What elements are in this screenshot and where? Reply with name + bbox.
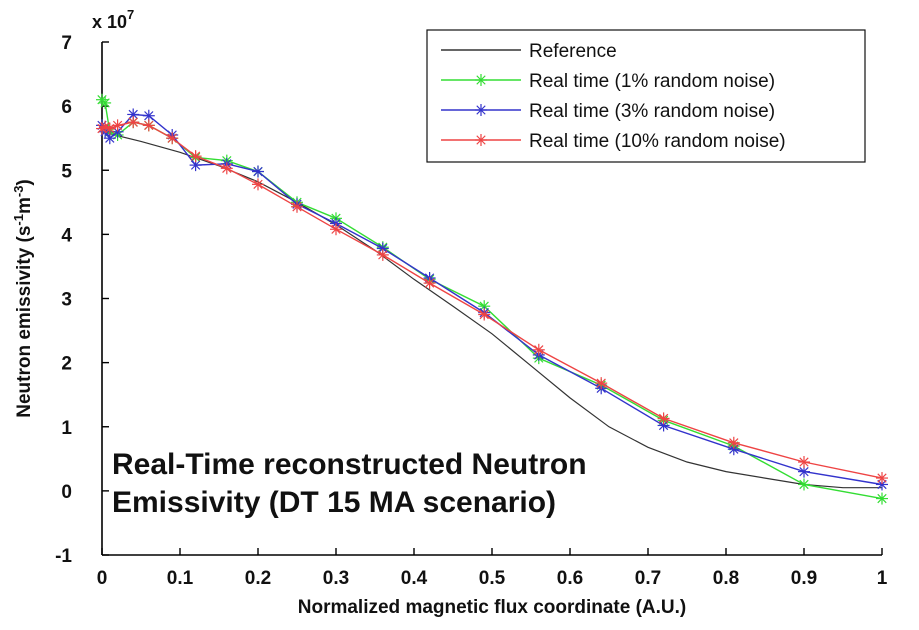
chart-annotation: Real-Time reconstructed Neutron <box>112 448 587 481</box>
legend: Reference Real time (1% random noise) Real… <box>426 29 866 163</box>
x-tick-label: 0.2 <box>245 568 271 589</box>
series-marker <box>166 132 179 145</box>
y-tick-label: -1 <box>55 546 72 567</box>
series-marker <box>798 465 810 478</box>
x-tick-label: 0.3 <box>323 568 349 589</box>
series-marker <box>798 478 810 491</box>
y-tick-label: 4 <box>61 225 72 246</box>
x-tick-label: 0.9 <box>791 568 817 589</box>
x-tick-label: 0 <box>97 568 108 589</box>
x-tick-label: 0.8 <box>713 568 739 589</box>
series-marker <box>330 223 342 236</box>
series-marker <box>252 165 264 178</box>
y-tick-label: 6 <box>61 97 72 118</box>
series-marker <box>475 134 487 146</box>
series-line <box>101 131 882 489</box>
legend-label: Reference <box>529 41 617 62</box>
y-tick-label: 3 <box>61 290 72 311</box>
series-marker <box>876 472 888 485</box>
series-marker <box>99 120 112 133</box>
x-tick-label: 0.5 <box>479 568 506 589</box>
series-marker <box>111 119 124 132</box>
series-marker <box>727 436 740 449</box>
x-tick-label: 0.7 <box>635 568 661 589</box>
series-marker <box>876 492 888 505</box>
series-marker <box>478 308 491 321</box>
series-marker <box>252 178 264 191</box>
chart-annotation: Emissivity (DT 15 MA scenario) <box>112 486 556 519</box>
y-multiplier-label: x 107 <box>92 7 134 32</box>
series-marker <box>798 456 810 469</box>
x-tick-label: 0.4 <box>401 568 428 589</box>
series-marker <box>532 343 545 356</box>
series-marker <box>423 277 436 290</box>
series-marker <box>376 248 389 261</box>
series-marker <box>220 162 233 175</box>
series-2 <box>96 108 888 491</box>
series-marker <box>475 104 487 116</box>
x-axis-title: Normalized magnetic flux coordinate (A.U… <box>298 597 687 618</box>
series-3 <box>96 116 888 485</box>
legend-label: Real time (10% random noise) <box>529 131 786 152</box>
y-tick-label: 0 <box>61 482 72 503</box>
y-tick-label: 1 <box>61 418 72 439</box>
x-tick-label: 0.1 <box>167 568 194 589</box>
series-marker <box>127 116 140 129</box>
series-marker <box>189 150 202 163</box>
series-line <box>101 121 883 479</box>
y-tick-label: 7 <box>61 33 72 54</box>
series-0 <box>101 131 882 489</box>
legend-label: Real time (1% random noise) <box>529 71 775 92</box>
series-marker <box>595 377 608 390</box>
y-tick-label: 2 <box>61 354 72 375</box>
y-tick-label: 5 <box>61 161 72 182</box>
y-axis-title: Neutron emissivity (s-1m-3) <box>11 179 36 418</box>
x-tick-label: 1 <box>877 568 888 589</box>
series-marker <box>475 74 487 86</box>
series-marker <box>657 412 670 425</box>
series-line <box>101 113 883 486</box>
x-tick-label: 0.6 <box>557 568 583 589</box>
series-marker <box>99 96 112 109</box>
series-marker <box>142 119 155 132</box>
legend-label: Real time (3% random noise) <box>529 101 775 122</box>
series-marker <box>291 200 303 213</box>
